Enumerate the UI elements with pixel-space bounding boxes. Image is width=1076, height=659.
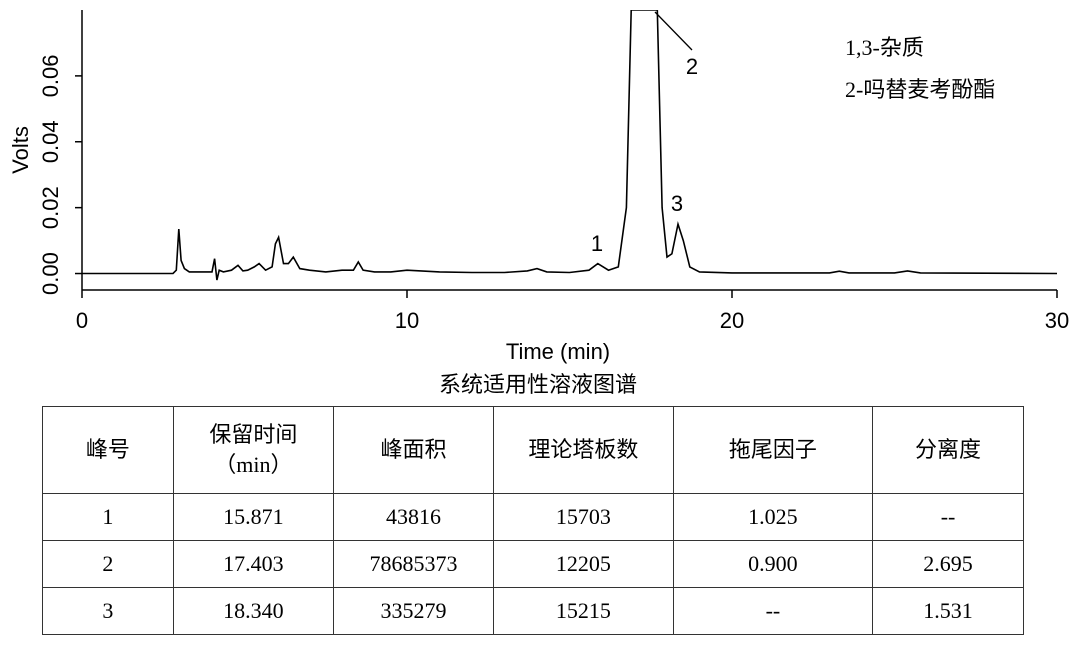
table-row: 峰号 保留时间 （min） 峰面积 理论塔板数 拖尾因子 分离度	[42, 406, 1024, 494]
chart: Volts Time (min) 系统适用性溶液图谱 1,3-杂质 2-吗替麦考…	[8, 10, 1069, 397]
table-cell: 0.900	[672, 540, 874, 588]
table-cell: 3	[42, 587, 174, 635]
table-row: 3 18.340 335279 15215 -- 1.531	[42, 587, 1024, 635]
callout	[654, 11, 693, 51]
table-cell: 78685373	[332, 540, 495, 588]
table-cell: 1.531	[872, 587, 1024, 635]
table-cell: 拖尾因子	[672, 406, 874, 494]
table-cell: 2.695	[872, 540, 1024, 588]
table-row: 2 17.403 78685373 12205 0.900 2.695	[42, 540, 1024, 588]
table-cell: 2	[42, 540, 174, 588]
table-cell: 15703	[493, 493, 674, 541]
y-tick-label: 0.04	[38, 120, 63, 163]
table-cell: 峰面积	[332, 406, 495, 494]
y-tick-label: 0.06	[38, 54, 63, 97]
peak-label: 1	[591, 231, 603, 256]
table-body: 峰号 保留时间 （min） 峰面积 理论塔板数 拖尾因子 分离度 1 15.871 43816 1…	[42, 406, 1024, 635]
table-cell: 12205	[493, 540, 674, 588]
table-cell: 15.871	[172, 493, 334, 541]
table-cell: 17.403	[172, 540, 334, 588]
table-cell: 18.340	[172, 587, 334, 635]
x-axis-label: Time (min)	[506, 339, 610, 364]
x-tick-label: 0	[76, 308, 88, 333]
x-tick-label: 10	[395, 308, 419, 333]
note: 2-吗替麦考酚酯	[845, 77, 995, 102]
note: 1,3-杂质	[845, 35, 924, 60]
table-cell: 15215	[493, 587, 674, 635]
data-table: 峰号 保留时间 （min） 峰面积 理论塔板数 拖尾因子 分离度 1 15.871 43816 1…	[42, 406, 1024, 635]
table-cell: 峰号	[42, 406, 174, 494]
table-cell: 335279	[332, 587, 495, 635]
y-axis-label: Volts	[8, 126, 33, 174]
table-cell: 43816	[332, 493, 495, 541]
table-cell: 1.025	[672, 493, 874, 541]
table-cell: 理论塔板数	[493, 406, 674, 494]
caption: 系统适用性溶液图谱	[439, 372, 637, 397]
x-tick-label: 30	[1045, 308, 1069, 333]
table-cell: 分离度	[872, 406, 1024, 494]
y-tick-label: 0.00	[38, 252, 63, 295]
y-tick-label: 0.02	[38, 186, 63, 229]
x-tick-label: 20	[720, 308, 744, 333]
peak-label: 3	[671, 191, 683, 216]
trace	[82, 10, 1057, 281]
table-cell: --	[672, 587, 874, 635]
peak-label: 2	[686, 54, 698, 79]
table-cell: 1	[42, 493, 174, 541]
table-cell: 保留时间 （min）	[172, 406, 334, 494]
table-row: 1 15.871 43816 15703 1.025 --	[42, 493, 1024, 541]
table-cell: --	[872, 493, 1024, 541]
